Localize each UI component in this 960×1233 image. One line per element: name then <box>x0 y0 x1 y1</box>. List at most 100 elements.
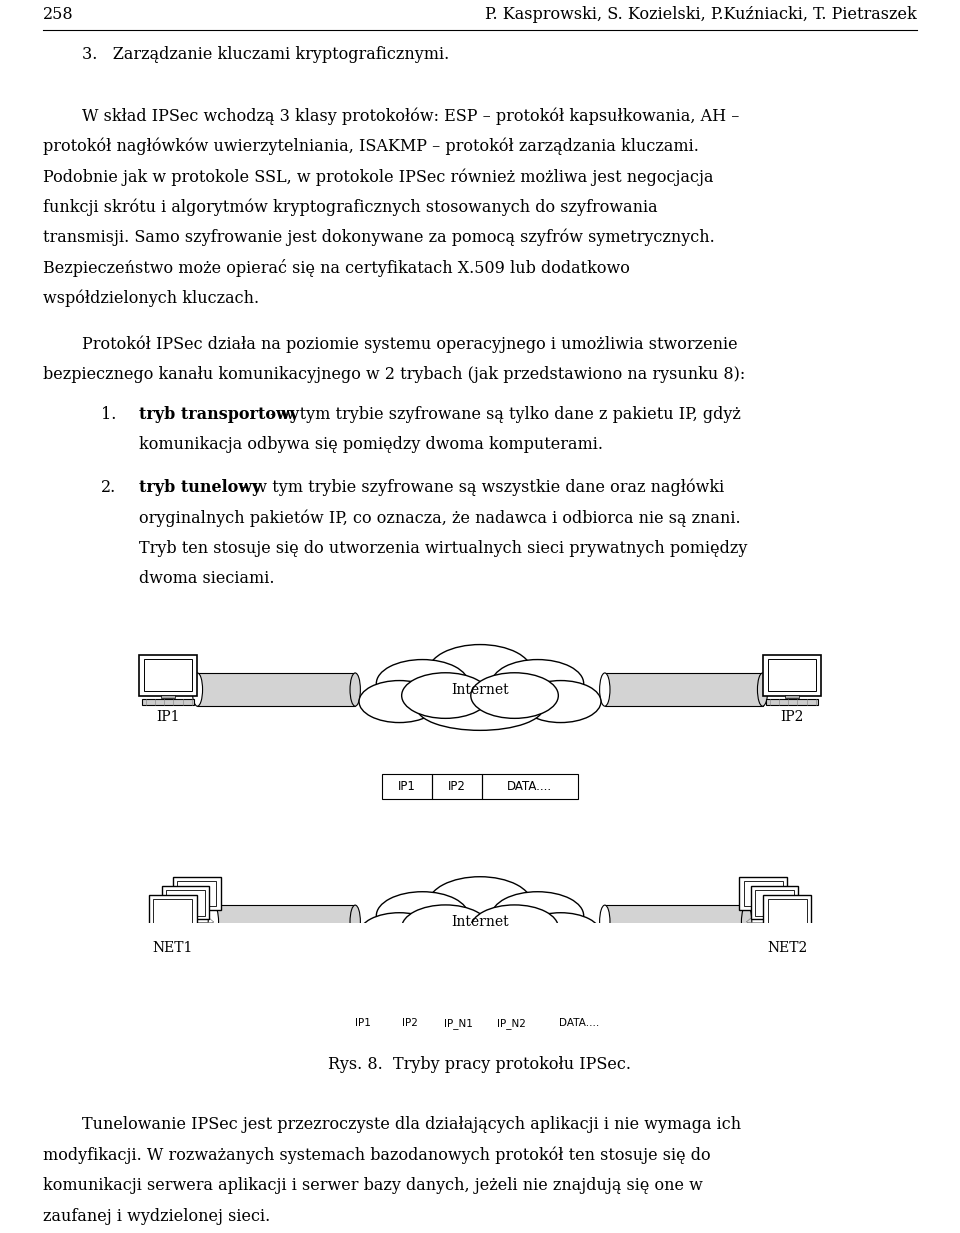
Bar <box>756 890 794 916</box>
Text: tryb transportowy: tryb transportowy <box>139 406 300 423</box>
Bar <box>605 673 762 707</box>
Bar <box>781 928 793 930</box>
Text: DATA....: DATA.... <box>507 780 553 793</box>
Ellipse shape <box>350 673 360 707</box>
Ellipse shape <box>520 681 601 723</box>
Text: W skład IPSec wchodzą 3 klasy protokołów: ESP – protokół kapsułkowania, AH –: W skład IPSec wchodzą 3 klasy protokołów… <box>82 107 739 125</box>
Text: Protokół IPSec działa na poziomie systemu operacyjnego i umożliwia stworzenie: Protokół IPSec działa na poziomie system… <box>82 335 737 353</box>
Bar <box>762 655 822 695</box>
Text: IP1: IP1 <box>156 710 180 724</box>
Bar <box>149 895 197 928</box>
Bar <box>766 931 808 936</box>
Text: dwoma sieciami.: dwoma sieciami. <box>139 570 275 587</box>
Text: Internet: Internet <box>451 683 509 697</box>
Text: 2.: 2. <box>101 478 116 496</box>
Text: - w tym trybie szyfrowane są tylko dane z pakietu IP, gdyż: - w tym trybie szyfrowane są tylko dane … <box>265 406 741 423</box>
Ellipse shape <box>741 905 752 938</box>
Text: funkcji skrótu i algorytmów kryptograficznych stosowanych do szyfrowania: funkcji skrótu i algorytmów kryptografic… <box>43 199 658 216</box>
Text: protokół nagłówków uwierzytelniania, ISAKMP – protokół zarządzania kluczami.: protokół nagłówków uwierzytelniania, ISA… <box>43 138 699 155</box>
Ellipse shape <box>470 673 559 719</box>
Bar <box>386 1010 432 1036</box>
Text: 258: 258 <box>43 6 74 23</box>
Bar <box>340 1010 386 1036</box>
Text: bezpiecznego kanału komunikacyjnego w 2 trybach (jak przedstawiono na rysunku 8): bezpiecznego kanału komunikacyjnego w 2 … <box>43 366 746 383</box>
Bar <box>739 877 787 910</box>
Bar <box>763 895 811 928</box>
Text: zaufanej i wydzielonej sieci.: zaufanej i wydzielonej sieci. <box>43 1208 271 1224</box>
Text: IP2: IP2 <box>448 780 466 793</box>
Ellipse shape <box>376 891 468 940</box>
Text: Internet: Internet <box>451 915 509 928</box>
Text: IP1: IP1 <box>398 780 416 793</box>
Text: IP1: IP1 <box>355 1018 372 1028</box>
Ellipse shape <box>417 684 543 730</box>
Ellipse shape <box>600 673 610 707</box>
Text: Bezpieczeństwo może opierać się na certyfikatach X.509 lub dodatkowo: Bezpieczeństwo może opierać się na certy… <box>43 259 630 277</box>
Text: Tunelowanie IPSec jest przezroczyste dla działających aplikacji i nie wymaga ich: Tunelowanie IPSec jest przezroczyste dla… <box>82 1117 741 1133</box>
Text: IP_N1: IP_N1 <box>444 1017 473 1028</box>
Ellipse shape <box>428 877 532 931</box>
Bar <box>538 1010 620 1036</box>
Ellipse shape <box>359 681 440 723</box>
Bar <box>768 899 806 925</box>
Bar <box>173 877 221 910</box>
Ellipse shape <box>520 912 601 954</box>
Bar <box>485 1010 538 1036</box>
Bar <box>198 673 355 707</box>
Bar <box>765 699 819 705</box>
Ellipse shape <box>359 912 440 954</box>
Bar <box>167 928 178 930</box>
Bar <box>178 880 216 906</box>
Text: IP2: IP2 <box>780 710 804 724</box>
Text: IP_N2: IP_N2 <box>497 1017 526 1028</box>
Bar <box>432 773 482 799</box>
Text: NET2: NET2 <box>767 941 807 956</box>
Ellipse shape <box>757 673 768 707</box>
Text: transmisji. Samo szyfrowanie jest dokonywane za pomocą szyfrów symetrycznych.: transmisji. Samo szyfrowanie jest dokony… <box>43 229 715 247</box>
Bar <box>154 899 192 925</box>
Bar <box>161 887 209 919</box>
Ellipse shape <box>492 891 584 940</box>
Text: współdzielonych kluczach.: współdzielonych kluczach. <box>43 290 259 307</box>
Ellipse shape <box>492 660 584 708</box>
Bar <box>768 660 816 692</box>
Text: – w tym trybie szyfrowane są wszystkie dane oraz nagłówki: – w tym trybie szyfrowane są wszystkie d… <box>235 478 725 496</box>
Ellipse shape <box>208 905 219 938</box>
Text: IP2: IP2 <box>401 1018 418 1028</box>
Bar <box>382 773 432 799</box>
Ellipse shape <box>470 905 559 951</box>
Bar <box>161 695 175 698</box>
Ellipse shape <box>401 905 490 951</box>
Bar <box>744 880 782 906</box>
Bar <box>785 695 799 698</box>
Bar <box>751 887 799 919</box>
Text: Tryb ten stosuje się do utworzenia wirtualnych sieci prywatnych pomiędzy: Tryb ten stosuje się do utworzenia wirtu… <box>139 540 748 556</box>
Text: modyfikacji. W rozważanych systemach bazodanowych protokół ten stosuje się do: modyfikacji. W rozważanych systemach baz… <box>43 1147 710 1164</box>
Bar <box>141 699 195 705</box>
Ellipse shape <box>428 645 532 699</box>
Ellipse shape <box>350 905 360 938</box>
Text: NET1: NET1 <box>153 941 193 956</box>
Bar <box>213 905 355 938</box>
Bar <box>432 1010 485 1036</box>
Ellipse shape <box>376 660 468 708</box>
Text: oryginalnych pakietów IP, co oznacza, że nadawca i odbiorca nie są znani.: oryginalnych pakietów IP, co oznacza, że… <box>139 509 741 526</box>
Bar <box>144 660 192 692</box>
Text: DATA....: DATA.... <box>559 1018 599 1028</box>
Text: Podobnie jak w protokole SSL, w protokole IPSec również możliwa jest negocjacja: Podobnie jak w protokole SSL, w protokol… <box>43 168 713 185</box>
Text: 1.: 1. <box>101 406 116 423</box>
Text: 3.   Zarządzanie kluczami kryptograficznymi.: 3. Zarządzanie kluczami kryptograficznym… <box>82 46 449 63</box>
Text: komunikacja odbywa się pomiędzy dwoma komputerami.: komunikacja odbywa się pomiędzy dwoma ko… <box>139 436 603 453</box>
Ellipse shape <box>401 673 490 719</box>
Text: tryb tunelowy: tryb tunelowy <box>139 478 261 496</box>
Bar <box>605 905 747 938</box>
Bar <box>138 655 198 695</box>
Text: Rys. 8.  Tryby pracy protokołu IPSec.: Rys. 8. Tryby pracy protokołu IPSec. <box>328 1055 632 1073</box>
Bar <box>152 931 194 936</box>
Text: P. Kasprowski, S. Kozielski, P.Kuźniacki, T. Pietraszek: P. Kasprowski, S. Kozielski, P.Kuźniacki… <box>485 6 917 23</box>
Ellipse shape <box>600 905 610 938</box>
Ellipse shape <box>192 673 203 707</box>
Text: komunikacji serwera aplikacji i serwer bazy danych, jeżeli nie znajdują się one : komunikacji serwera aplikacji i serwer b… <box>43 1178 703 1195</box>
Bar <box>166 890 204 916</box>
Bar <box>482 773 578 799</box>
